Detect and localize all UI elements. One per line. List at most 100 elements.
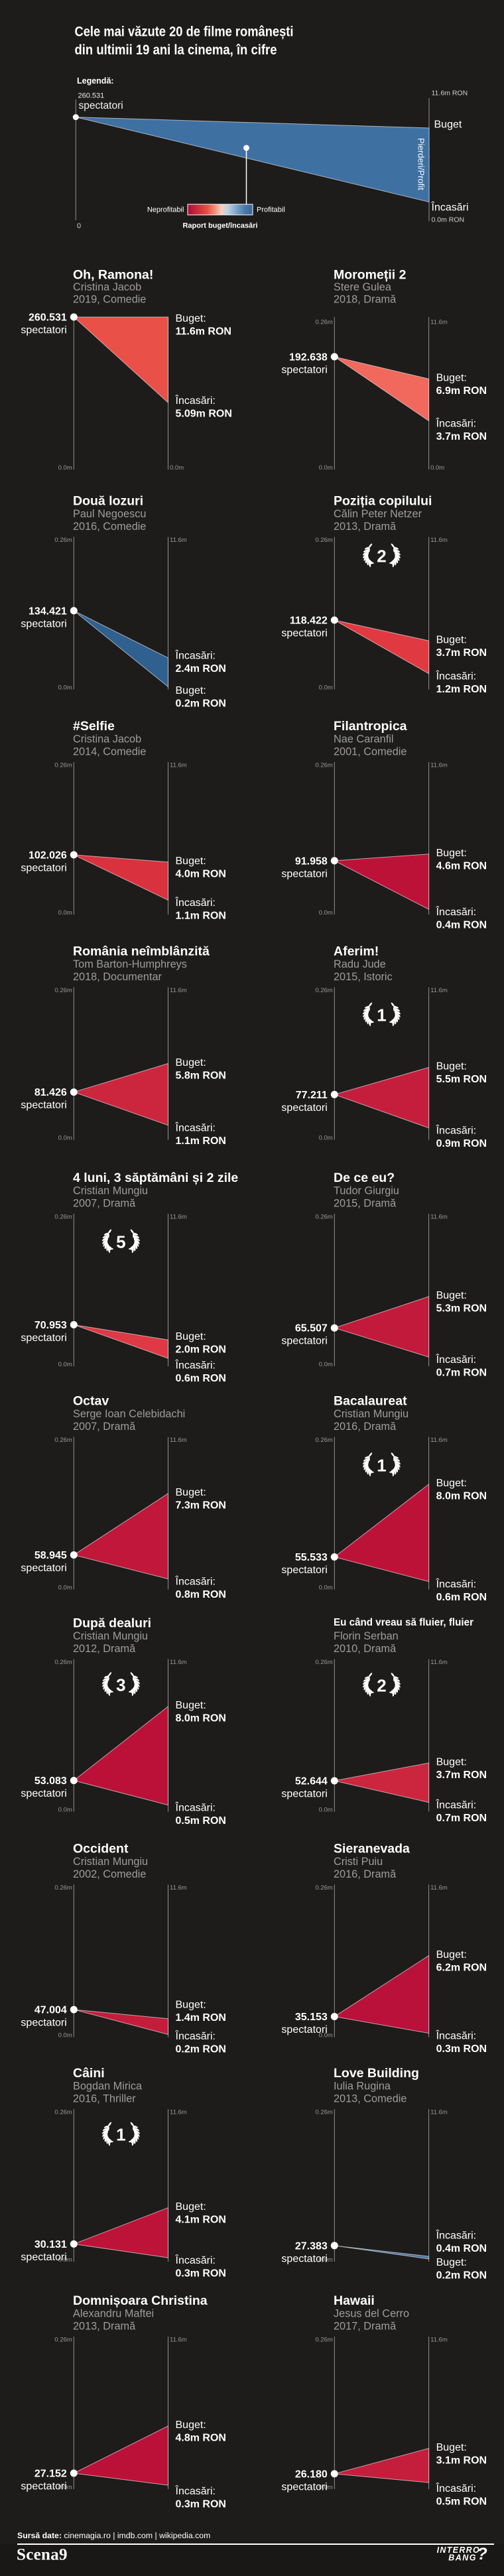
svg-text:spectatori: spectatori xyxy=(281,2253,327,2264)
svg-text:Buget:: Buget: xyxy=(436,634,467,645)
svg-text:Încasări:: Încasări: xyxy=(436,1798,476,1811)
svg-text:3.7m RON: 3.7m RON xyxy=(436,431,487,442)
svg-text:35.153: 35.153 xyxy=(295,2012,328,2023)
svg-text:6.2m RON: 6.2m RON xyxy=(436,1962,487,1973)
svg-text:52.644: 52.644 xyxy=(295,1776,328,1787)
svg-text:81.426: 81.426 xyxy=(34,1087,67,1098)
svg-text:1: 1 xyxy=(377,1455,386,1475)
svg-text:11.6m: 11.6m xyxy=(170,2336,187,2343)
svg-text:0.0m: 0.0m xyxy=(170,464,184,472)
svg-text:0.26m: 0.26m xyxy=(315,987,332,994)
svg-text:spectatori: spectatori xyxy=(21,862,66,873)
svg-text:Radu Jude: Radu Jude xyxy=(334,958,386,970)
svg-text:11.6m: 11.6m xyxy=(430,1884,448,1892)
svg-text:0.0m: 0.0m xyxy=(319,2484,333,2491)
svg-text:Jesus del Cerro: Jesus del Cerro xyxy=(334,2308,409,2320)
svg-text:Încasări:: Încasări: xyxy=(175,1575,216,1587)
svg-text:Încasări:: Încasări: xyxy=(175,649,216,662)
svg-text:2001, Comedie: 2001, Comedie xyxy=(334,746,407,758)
svg-text:spectatori: spectatori xyxy=(281,2481,327,2492)
svg-text:0.3m RON: 0.3m RON xyxy=(436,2043,487,2055)
svg-text:Neprofitabil: Neprofitabil xyxy=(147,206,184,214)
svg-text:70.953: 70.953 xyxy=(34,1320,67,1331)
svg-text:Buget:: Buget: xyxy=(436,2257,467,2268)
svg-text:0.0m: 0.0m xyxy=(319,909,333,917)
svg-text:Încasări:: Încasări: xyxy=(175,896,216,909)
svg-text:0.2m RON: 0.2m RON xyxy=(436,2270,487,2281)
svg-text:Încasări:: Încasări: xyxy=(175,2029,216,2042)
svg-text:11.6m RON: 11.6m RON xyxy=(176,326,231,337)
svg-text:spectatori: spectatori xyxy=(21,2481,66,2492)
svg-text:Buget:: Buget: xyxy=(176,1999,206,2010)
svg-text:0.26m: 0.26m xyxy=(54,761,72,769)
svg-text:1: 1 xyxy=(116,2125,125,2145)
svg-text:2015, Istoric: 2015, Istoric xyxy=(334,971,393,983)
svg-text:118.422: 118.422 xyxy=(290,615,328,627)
svg-text:România neîmblânzită: România neîmblânzită xyxy=(73,944,210,959)
svg-text:4.8m RON: 4.8m RON xyxy=(176,2433,226,2444)
svg-text:Buget:: Buget: xyxy=(176,685,206,696)
svg-text:27.383: 27.383 xyxy=(295,2240,328,2252)
svg-text:0.0m: 0.0m xyxy=(319,1361,333,1368)
svg-text:2018, Dramă: 2018, Dramă xyxy=(334,294,397,306)
svg-text:spectatori: spectatori xyxy=(281,364,327,375)
svg-text:0.0m: 0.0m xyxy=(319,1134,333,1141)
svg-text:Nae Caranfil: Nae Caranfil xyxy=(334,734,394,745)
svg-text:spectatori: spectatori xyxy=(21,2018,66,2029)
svg-text:0.26m: 0.26m xyxy=(54,1884,72,1892)
svg-text:Profitabil: Profitabil xyxy=(257,206,285,214)
svg-text:11.6m: 11.6m xyxy=(430,2336,448,2343)
svg-text:30.131: 30.131 xyxy=(34,2239,67,2250)
svg-text:Buget:: Buget: xyxy=(436,1061,467,1072)
svg-text:Buget:: Buget: xyxy=(176,2419,206,2431)
svg-text:Încasări:: Încasări: xyxy=(436,1577,476,1590)
svg-text:Alexandru Maftei: Alexandru Maftei xyxy=(73,2308,154,2320)
svg-text:1.2m RON: 1.2m RON xyxy=(436,684,487,695)
svg-text:0.0m: 0.0m xyxy=(319,464,333,472)
svg-text:Încasări:: Încasări: xyxy=(175,394,216,407)
svg-text:0.6m RON: 0.6m RON xyxy=(436,1592,487,1603)
svg-text:Cristian Mungiu: Cristian Mungiu xyxy=(73,1630,148,1642)
svg-text:5.09m RON: 5.09m RON xyxy=(176,408,232,419)
svg-text:Buget:: Buget: xyxy=(176,2201,206,2213)
svg-text:Cristian Mungiu: Cristian Mungiu xyxy=(73,1185,148,1197)
svg-text:65.507: 65.507 xyxy=(295,1323,328,1334)
svg-text:1.1m RON: 1.1m RON xyxy=(176,911,226,922)
svg-text:spectatori: spectatori xyxy=(21,1332,66,1344)
svg-text:spectatori: spectatori xyxy=(281,1102,327,1114)
svg-text:0.26m: 0.26m xyxy=(54,987,72,994)
svg-text:Buget:: Buget: xyxy=(436,1478,467,1489)
svg-text:3: 3 xyxy=(116,1675,125,1695)
svg-text:2002, Comedie: 2002, Comedie xyxy=(73,1868,146,1880)
svg-text:Încasări:: Încasări: xyxy=(175,1122,216,1134)
svg-text:102.026: 102.026 xyxy=(29,850,67,861)
svg-text:8.0m RON: 8.0m RON xyxy=(176,1713,226,1724)
svg-text:Buget: Buget xyxy=(434,119,462,131)
svg-text:spectatori: spectatori xyxy=(281,628,327,639)
svg-text:0.3m RON: 0.3m RON xyxy=(176,2268,226,2279)
svg-text:6.9m RON: 6.9m RON xyxy=(436,385,487,397)
svg-text:Încasări:: Încasări: xyxy=(436,2228,476,2241)
svg-text:0.5m RON: 0.5m RON xyxy=(436,2496,487,2507)
svg-text:Încasări:: Încasări: xyxy=(175,1801,216,1813)
svg-text:spectatori: spectatori xyxy=(281,868,327,879)
svg-text:260.531: 260.531 xyxy=(29,312,67,324)
svg-text:2016, Dramă: 2016, Dramă xyxy=(334,1421,397,1433)
svg-text:0.0m: 0.0m xyxy=(319,2031,333,2039)
svg-text:Legendă:: Legendă: xyxy=(77,76,114,86)
svg-text:0.0m: 0.0m xyxy=(58,1584,72,1591)
svg-text:0.0m: 0.0m xyxy=(58,1806,72,1813)
svg-text:4.0m RON: 4.0m RON xyxy=(176,869,226,880)
svg-text:11.6m: 11.6m xyxy=(170,987,187,994)
svg-text:Love Building: Love Building xyxy=(334,2066,419,2081)
svg-text:0: 0 xyxy=(77,222,81,230)
svg-text:Buget:: Buget: xyxy=(176,1331,206,1342)
svg-text:2015, Dramă: 2015, Dramă xyxy=(334,1198,397,1210)
svg-text:Serge Ioan Celebidachi: Serge Ioan Celebidachi xyxy=(73,1408,185,1420)
svg-text:Încasări:: Încasări: xyxy=(436,1124,476,1137)
svg-text:Moromeții 2: Moromeții 2 xyxy=(334,267,407,282)
svg-text:Buget:: Buget: xyxy=(436,1949,467,1961)
svg-text:Iulia Rugina: Iulia Rugina xyxy=(334,2081,391,2093)
svg-text:spectatori: spectatori xyxy=(281,1789,327,1800)
svg-text:0.4m RON: 0.4m RON xyxy=(436,919,487,931)
